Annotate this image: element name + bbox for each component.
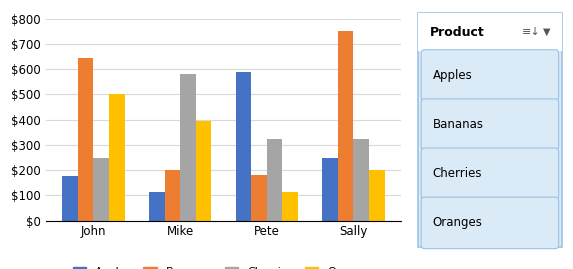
FancyBboxPatch shape	[418, 13, 562, 247]
FancyBboxPatch shape	[421, 50, 559, 101]
Bar	[282, 192, 298, 221]
Bar	[149, 192, 164, 221]
Bar	[251, 175, 267, 221]
Bar	[369, 170, 384, 221]
Legend: Apples, Bananas, Cherries, Oranges: Apples, Bananas, Cherries, Oranges	[68, 263, 379, 269]
Bar	[322, 158, 338, 221]
Bar	[109, 94, 125, 221]
Bar	[354, 139, 369, 221]
Text: Product: Product	[430, 26, 485, 39]
FancyBboxPatch shape	[421, 148, 559, 200]
FancyBboxPatch shape	[418, 13, 562, 51]
FancyBboxPatch shape	[421, 99, 559, 150]
Bar	[62, 176, 78, 221]
FancyBboxPatch shape	[421, 197, 559, 249]
Bar	[267, 139, 282, 221]
Bar	[338, 31, 354, 221]
Text: Apples: Apples	[433, 69, 472, 82]
Bar	[196, 121, 211, 221]
Text: Cherries: Cherries	[433, 167, 482, 180]
Text: Bananas: Bananas	[433, 118, 484, 131]
Text: ▼: ▼	[543, 27, 551, 37]
Bar	[180, 74, 196, 221]
Text: Oranges: Oranges	[433, 216, 482, 229]
Text: ≡↓: ≡↓	[521, 27, 540, 37]
Bar	[164, 170, 180, 221]
Bar	[78, 58, 93, 221]
Bar	[93, 158, 109, 221]
Bar	[236, 72, 251, 221]
